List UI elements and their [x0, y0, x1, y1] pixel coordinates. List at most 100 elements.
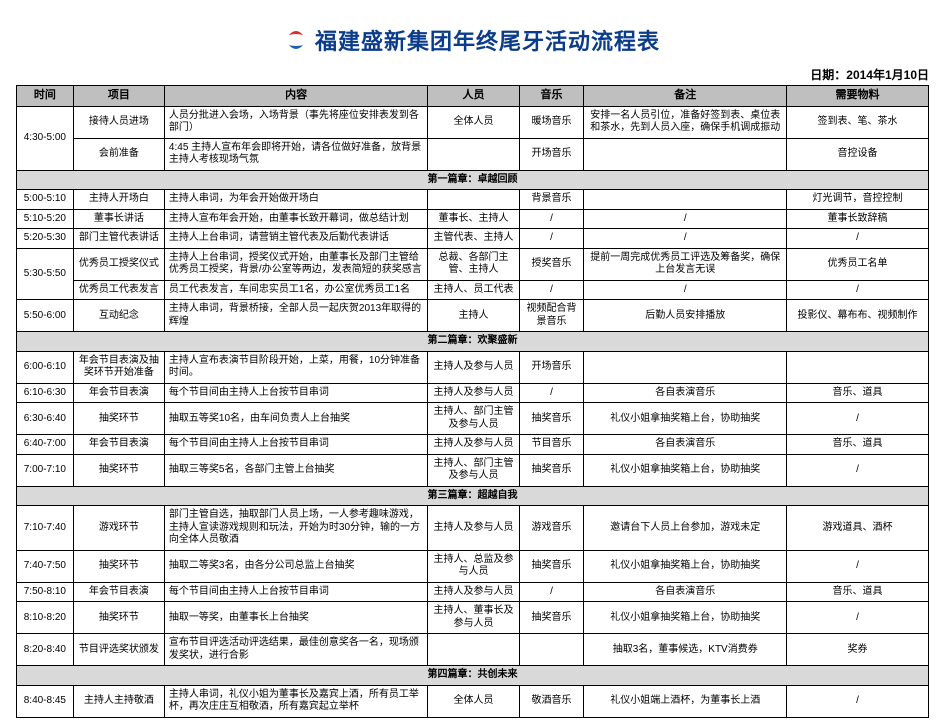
cell-material: / [787, 602, 929, 634]
table-row: 6:00-6:10年会节目表演及抽奖环节开始准备主持人宣布表演节目阶段开始，上菜… [17, 351, 929, 383]
cell-people [428, 634, 519, 666]
cell-content: 抽取五等奖10名，由车间负责人上台抽奖 [164, 403, 427, 435]
cell-people: 主持人、员工代表 [428, 280, 519, 300]
cell-music [519, 634, 584, 666]
cell-music: 抽奖音乐 [519, 454, 584, 486]
table-row: 6:10-6:30年会节目表演每个节目间由主持人上台按节目串词主持人及参与人员/… [17, 383, 929, 403]
cell-time: 8:20-8:40 [17, 634, 74, 666]
cell-item: 年会节目表演 [73, 435, 164, 455]
cell-content: 每个节目间由主持人上台按节目串词 [164, 435, 427, 455]
table-row: 8:10-8:20抽奖环节抽取一等奖，由董事长上台抽奖主持人、董事长及参与人员抽… [17, 602, 929, 634]
table-row: 5:30-5:50优秀员工授奖仪式主持人上台串词，授奖仪式开始，由董事长及部门主… [17, 248, 929, 280]
section-header: 第三篇章：超越自我 [17, 486, 929, 506]
cell-music: / [519, 209, 584, 229]
cell-content: 主持人上台串词，请营销主管代表及后勤代表讲话 [164, 229, 427, 249]
cell-people: 主持人及参与人员 [428, 582, 519, 602]
cell-material: / [787, 403, 929, 435]
col-header: 音乐 [519, 86, 584, 107]
table-row: 5:10-5:20董事长讲话主持人宣布年会开始，由董事长致开幕词，做总结计划董事… [17, 209, 929, 229]
cell-remark [584, 190, 787, 210]
cell-material: / [787, 280, 929, 300]
table-row: 6:30-6:40抽奖环节抽取五等奖10名，由车间负责人上台抽奖主持人、部门主管… [17, 403, 929, 435]
cell-item: 年会节目表演及抽奖环节开始准备 [73, 351, 164, 383]
table-row: 7:10-7:40游戏环节部门主管自选，抽取部门人员上场，一人参考趣味游戏，主持… [17, 506, 929, 551]
cell-remark: 安排一名人员引位，准备好签到表、桌位表和茶水，先到人员入座，确保手机调成振动 [584, 106, 787, 138]
col-header: 项目 [73, 86, 164, 107]
cell-time: 7:10-7:40 [17, 506, 74, 551]
cell-music: / [519, 229, 584, 249]
cell-people: 主持人、董事长及参与人员 [428, 602, 519, 634]
cell-material: 音乐、道具 [787, 435, 929, 455]
cell-music: 开场音乐 [519, 138, 584, 170]
cell-people: 主持人及参与人员 [428, 383, 519, 403]
company-logo-icon [285, 29, 307, 51]
cell-music: 游戏音乐 [519, 506, 584, 551]
col-header: 时间 [17, 86, 74, 107]
cell-remark: 抽取3名，董事候选，KTV消费券 [584, 634, 787, 666]
cell-remark [584, 351, 787, 383]
col-header: 需要物料 [787, 86, 929, 107]
cell-people: 总裁、各部门主管、主持人 [428, 248, 519, 280]
table-row: 会前准备4:45 主持人宣布年会即将开始，请各位做好准备，放背景主持人考核现场气… [17, 138, 929, 170]
cell-music: / [519, 280, 584, 300]
cell-item: 会前准备 [73, 138, 164, 170]
col-header: 内容 [164, 86, 427, 107]
cell-music: 背景音乐 [519, 190, 584, 210]
cell-material: / [787, 229, 929, 249]
cell-content: 每个节目间由主持人上台按节目串词 [164, 582, 427, 602]
cell-material [787, 351, 929, 383]
cell-music: 暖场音乐 [519, 106, 584, 138]
cell-remark: 邀请台下人员上台参加，游戏未定 [584, 506, 787, 551]
cell-music: 抽奖音乐 [519, 550, 584, 582]
cell-item: 互动纪念 [73, 300, 164, 332]
cell-content: 抽取二等奖3名，由各分公司总监上台抽奖 [164, 550, 427, 582]
table-row: 5:50-6:00互动纪念主持人串词，背景桥接，全部人员一起庆贺2013年取得的… [17, 300, 929, 332]
cell-material: 投影仪、幕布布、视频制作 [787, 300, 929, 332]
title-row: 福建盛新集团年终尾牙活动流程表 [16, 24, 929, 56]
cell-content: 主持人上台串词，授奖仪式开始，由董事长及部门主管给优秀员工授奖，背景/办公室等两… [164, 248, 427, 280]
cell-content: 主持人串词，礼仪小姐为董事长及嘉宾上酒，所有员工举杯，再次庄庄互相敬酒，所有嘉宾… [164, 685, 427, 717]
table-header: 时间项目内容人员音乐备注需要物料 [17, 86, 929, 107]
table-row: 8:20-8:40节目评选奖状颁发宣布节目评选活动评选结果，最佳创意奖各一名，现… [17, 634, 929, 666]
table-row: 6:40-7:00年会节目表演每个节目间由主持人上台按节目串词主持人及参与人员节… [17, 435, 929, 455]
cell-people: 主持人、部门主管及参与人员 [428, 454, 519, 486]
cell-item: 优秀员工授奖仪式 [73, 248, 164, 280]
cell-material: / [787, 550, 929, 582]
cell-item: 游戏环节 [73, 506, 164, 551]
cell-people [428, 190, 519, 210]
cell-item: 抽奖环节 [73, 403, 164, 435]
cell-item: 部门主管代表讲话 [73, 229, 164, 249]
cell-content: 每个节目间由主持人上台按节目串词 [164, 383, 427, 403]
cell-remark: / [584, 209, 787, 229]
cell-people: 主管代表、主持人 [428, 229, 519, 249]
cell-material: 音乐、道具 [787, 383, 929, 403]
cell-time: 5:20-5:30 [17, 229, 74, 249]
cell-material: 签到表、笔、茶水 [787, 106, 929, 138]
cell-item: 节目评选奖状颁发 [73, 634, 164, 666]
cell-item: 抽奖环节 [73, 550, 164, 582]
table-row: 7:50-8:10年会节目表演每个节目间由主持人上台按节目串词主持人及参与人员/… [17, 582, 929, 602]
schedule-table: 时间项目内容人员音乐备注需要物料 4:30-5:00接待人员进场人员分批进入会场… [16, 85, 929, 718]
cell-music: 节目音乐 [519, 435, 584, 455]
cell-content: 4:45 主持人宣布年会即将开始，请各位做好准备，放背景主持人考核现场气氛 [164, 138, 427, 170]
cell-time: 4:30-5:00 [17, 106, 74, 170]
cell-time: 8:10-8:20 [17, 602, 74, 634]
cell-item: 抽奖环节 [73, 602, 164, 634]
cell-music: 开场音乐 [519, 351, 584, 383]
cell-item: 优秀员工代表发言 [73, 280, 164, 300]
cell-people: 主持人及参与人员 [428, 351, 519, 383]
cell-content: 宣布节目评选活动评选结果，最佳创意奖各一名，现场颁发奖状，进行合影 [164, 634, 427, 666]
cell-people: 主持人及参与人员 [428, 506, 519, 551]
cell-music: 敬酒音乐 [519, 685, 584, 717]
cell-remark: 各自表演音乐 [584, 582, 787, 602]
table-row: 7:00-7:10抽奖环节抽取三等奖5名，各部门主管上台抽奖主持人、部门主管及参… [17, 454, 929, 486]
cell-material: / [787, 685, 929, 717]
cell-time: 7:40-7:50 [17, 550, 74, 582]
cell-item: 主持人主持敬酒 [73, 685, 164, 717]
cell-people: 董事长、主持人 [428, 209, 519, 229]
cell-material: 游戏道具、酒杯 [787, 506, 929, 551]
cell-music: 抽奖音乐 [519, 403, 584, 435]
cell-time: 6:00-6:10 [17, 351, 74, 383]
cell-item: 接待人员进场 [73, 106, 164, 138]
cell-music: 授奖音乐 [519, 248, 584, 280]
